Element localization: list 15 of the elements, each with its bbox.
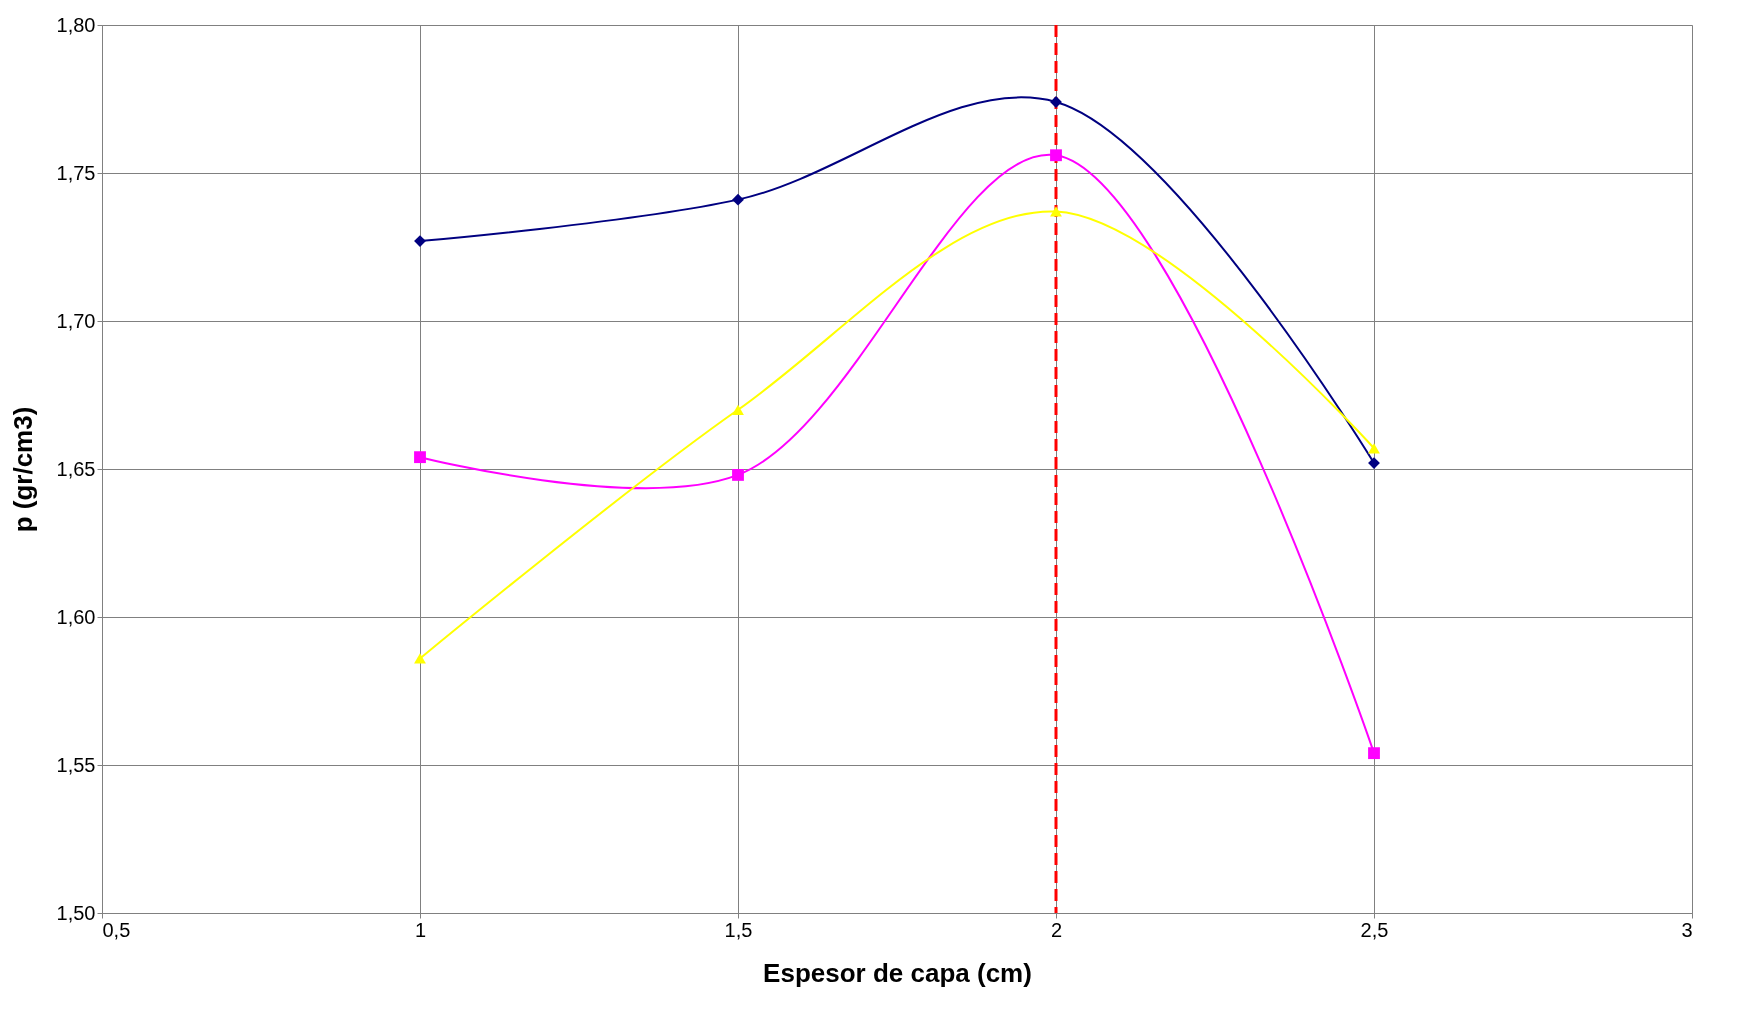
x-tick-label: 1,5 — [724, 918, 753, 941]
y-tick-label: 1,65 — [56, 457, 96, 480]
x-tick-label: 2 — [1050, 918, 1063, 941]
y-tick-label: 1,80 — [56, 13, 96, 36]
y-tick-label: 1,60 — [56, 605, 96, 628]
y-axis-title: p (gr/cm3) — [7, 406, 38, 533]
x-tick-label: 3 — [1681, 918, 1693, 941]
x-axis-title: Espesor de capa (cm) — [763, 957, 1032, 988]
x-tick-label: 0,5 — [102, 918, 131, 941]
y-tick-label: 1,70 — [56, 309, 96, 332]
x-tick-label: 1 — [414, 918, 427, 941]
y-tick-label: 1,75 — [56, 161, 96, 184]
y-tick-label: 1,50 — [56, 901, 96, 924]
y-tick-label: 1,55 — [56, 753, 96, 776]
x-tick-label: 2,5 — [1360, 918, 1389, 941]
